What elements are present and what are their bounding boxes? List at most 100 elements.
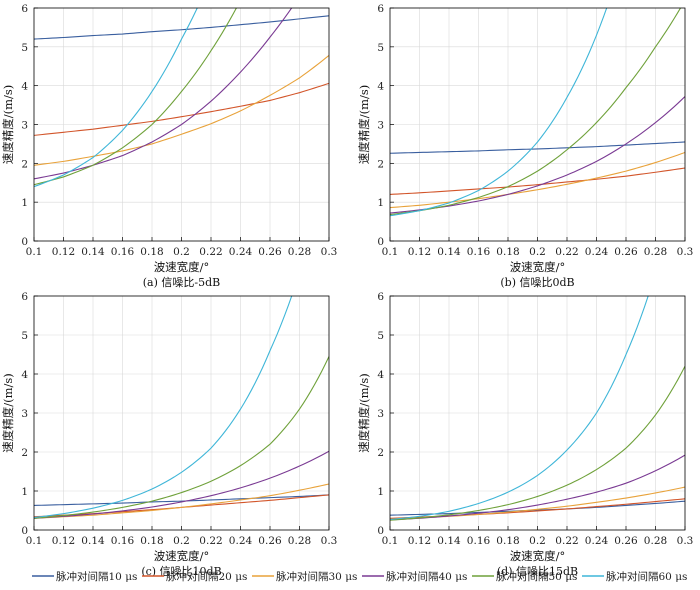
legend-item-s10: 脉冲对间隔10 μs bbox=[32, 570, 137, 583]
y-tick-label: 5 bbox=[21, 330, 28, 342]
panel-c: 0.1 0.12 0.14 0.16 0.18 0.2 0.22 0.24 0.26 0.28 0.… bbox=[1, 291, 338, 578]
y-tick-label: 1 bbox=[377, 486, 384, 498]
series-line-s20 bbox=[34, 82, 329, 136]
y-tick-label: 6 bbox=[21, 291, 28, 303]
x-tick-label: 0.16 bbox=[111, 535, 135, 547]
x-axis-label-a: 波速宽度/° bbox=[154, 260, 210, 274]
x-tick-label: 0.24 bbox=[229, 535, 253, 547]
y-tick-label: 6 bbox=[21, 3, 28, 15]
x-tick-label: 0.12 bbox=[408, 246, 431, 258]
x-tick-label: 0.14 bbox=[437, 535, 461, 547]
legend-label: 脉冲对间隔60 μs bbox=[606, 570, 687, 583]
y-tick-label: 0 bbox=[377, 236, 384, 248]
x-tick-label: 0.28 bbox=[288, 246, 311, 258]
x-tick-label: 0.1 bbox=[382, 246, 399, 258]
series-line-s10 bbox=[390, 500, 685, 516]
panel-b: 0.1 0.12 0.14 0.16 0.18 0.2 0.22 0.24 0.26 0.28 0.… bbox=[357, 3, 694, 289]
x-tick-label: 0.12 bbox=[408, 535, 431, 547]
y-axis-label-b: 速度精度/(m/s) bbox=[357, 85, 371, 165]
y-tick-label: 2 bbox=[377, 158, 384, 170]
y-tick-label: 0 bbox=[21, 236, 28, 248]
series-line-s40 bbox=[390, 454, 685, 521]
x-tick-label: 0.14 bbox=[81, 535, 105, 547]
y-axis-label-c: 速度精度/(m/s) bbox=[1, 373, 15, 453]
x-tick-label: 0.14 bbox=[437, 246, 461, 258]
series-line-s30 bbox=[390, 151, 685, 209]
y-tick-label: 4 bbox=[377, 369, 384, 381]
y-tick-label: 6 bbox=[377, 3, 384, 15]
x-axis-label-c: 波速宽度/° bbox=[154, 549, 210, 563]
x-tick-label: 0.18 bbox=[140, 246, 163, 258]
x-axis-label-b: 波速宽度/° bbox=[510, 260, 566, 274]
legend-item-s30: 脉冲对间隔30 μs bbox=[252, 570, 357, 583]
x-tick-label: 0.26 bbox=[614, 535, 638, 547]
x-tick-label: 0.3 bbox=[677, 246, 694, 258]
x-tick-label: 0.28 bbox=[644, 246, 667, 258]
x-tick-label: 0.2 bbox=[529, 246, 546, 258]
series-line-s60 bbox=[34, 296, 293, 519]
series-line-s60 bbox=[34, 8, 198, 188]
legend-item-s20: 脉冲对间隔20 μs bbox=[142, 570, 247, 583]
x-tick-label: 0.16 bbox=[467, 246, 491, 258]
caption-d: (d) 信噪比15dB bbox=[497, 565, 578, 578]
x-tick-label: 0.3 bbox=[321, 535, 338, 547]
legend-item-s40: 脉冲对间隔40 μs bbox=[362, 570, 467, 583]
x-tick-label: 0.24 bbox=[585, 246, 609, 258]
caption-b: (b) 信噪比0dB bbox=[500, 276, 574, 289]
series-line-s50 bbox=[34, 8, 238, 186]
y-tick-label: 3 bbox=[377, 408, 384, 420]
x-tick-label: 0.24 bbox=[229, 246, 253, 258]
x-tick-label: 0.26 bbox=[614, 246, 638, 258]
panel-a: 0.1 0.12 0.14 0.16 0.18 0.2 0.22 0.24 0.26 0.28 0.… bbox=[1, 3, 338, 289]
series-line-s40 bbox=[34, 8, 293, 180]
series-line-s10 bbox=[34, 494, 329, 506]
x-tick-label: 0.2 bbox=[173, 246, 190, 258]
caption-c: (c) 信噪比10dB bbox=[141, 565, 221, 578]
y-tick-label: 1 bbox=[21, 486, 28, 498]
series-line-s10 bbox=[390, 141, 685, 154]
x-tick-label: 0.28 bbox=[644, 535, 667, 547]
legend-label: 脉冲对间隔20 μs bbox=[166, 570, 247, 583]
x-tick-label: 0.3 bbox=[677, 535, 694, 547]
y-tick-label: 1 bbox=[21, 197, 28, 209]
x-tick-label: 0.28 bbox=[288, 535, 311, 547]
x-tick-label: 0.18 bbox=[496, 535, 519, 547]
series-line-s50 bbox=[390, 8, 682, 216]
y-tick-label: 3 bbox=[377, 120, 384, 132]
y-tick-label: 5 bbox=[21, 42, 28, 54]
x-tick-label: 0.12 bbox=[52, 535, 75, 547]
y-tick-label: 1 bbox=[377, 197, 384, 209]
series-line-s50 bbox=[390, 365, 685, 521]
x-tick-label: 0.16 bbox=[467, 535, 491, 547]
y-tick-label: 3 bbox=[21, 408, 28, 420]
panel-d: 0.1 0.12 0.14 0.16 0.18 0.2 0.22 0.24 0.26 0.28 0.… bbox=[357, 291, 694, 578]
x-tick-label: 0.12 bbox=[52, 246, 75, 258]
y-tick-label: 5 bbox=[377, 330, 384, 342]
x-tick-label: 0.1 bbox=[26, 535, 43, 547]
legend-label: 脉冲对间隔50 μs bbox=[496, 570, 577, 583]
series-line-s30 bbox=[34, 483, 329, 519]
y-axis-label-d: 速度精度/(m/s) bbox=[357, 373, 371, 453]
x-axis-label-d: 波速宽度/° bbox=[510, 549, 566, 563]
x-tick-label: 0.18 bbox=[496, 246, 519, 258]
legend-label: 脉冲对间隔30 μs bbox=[276, 570, 357, 583]
x-tick-label: 0.24 bbox=[585, 535, 609, 547]
x-tick-label: 0.26 bbox=[258, 246, 282, 258]
x-tick-label: 0.26 bbox=[258, 535, 282, 547]
series-line-s20 bbox=[390, 167, 685, 195]
y-tick-label: 4 bbox=[21, 81, 28, 93]
x-tick-label: 0.1 bbox=[382, 535, 399, 547]
x-tick-label: 0.14 bbox=[81, 246, 105, 258]
x-tick-label: 0.3 bbox=[321, 246, 338, 258]
legend-label: 脉冲对间隔10 μs bbox=[56, 570, 137, 583]
y-tick-label: 2 bbox=[21, 447, 28, 459]
series-line-s60 bbox=[390, 8, 608, 217]
y-tick-label: 4 bbox=[377, 81, 384, 93]
x-tick-label: 0.22 bbox=[199, 246, 222, 258]
y-axis-label-a: 速度精度/(m/s) bbox=[1, 85, 15, 165]
y-tick-label: 2 bbox=[377, 447, 384, 459]
x-tick-label: 0.2 bbox=[173, 535, 190, 547]
x-tick-label: 0.22 bbox=[555, 535, 578, 547]
series-line-s50 bbox=[34, 356, 329, 519]
